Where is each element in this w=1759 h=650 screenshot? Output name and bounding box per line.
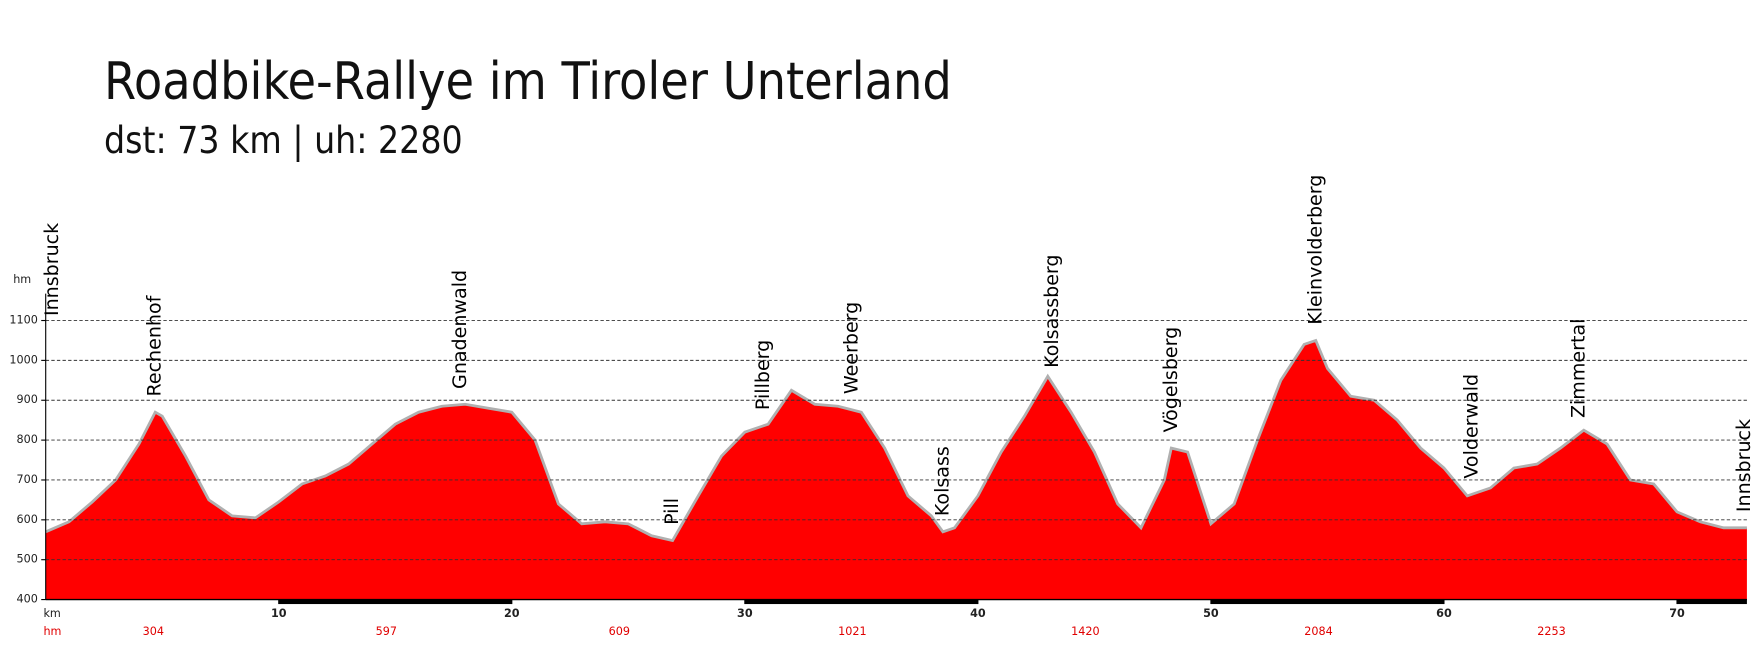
climb-value: 609 [609,625,630,638]
x-tick-label: 60 [1436,607,1452,620]
y-tick-label: 600 [17,513,38,526]
place-group: Vögelsberg [1160,327,1182,433]
y-tick-label: 500 [17,553,38,566]
y-tick-label: 400 [17,593,38,606]
y-axis-label: hm [13,273,31,286]
x-tick-label: 20 [504,607,520,620]
place-group: Volderwald [1460,374,1482,479]
x-tick-label: 30 [737,607,753,620]
place-group: Pillberg [752,340,774,410]
place-label: Zimmertal [1568,319,1590,418]
place-label: Weerberg [841,302,863,394]
x-tick-label: 10 [271,607,287,620]
y-tick-label: 700 [17,473,38,486]
climb-label: hm [43,625,61,638]
x-tick-label: 70 [1669,607,1685,620]
place-label: Innsbruck [1733,419,1755,512]
x-tick-label: 40 [970,607,986,620]
place-label: Kolsass [931,446,953,516]
place-label: Pillberg [752,340,774,410]
place-label: Rechenhof [144,294,166,396]
climb-value: 2084 [1304,625,1332,638]
place-group: Innsbruck [41,223,63,316]
x-axis-label: km [43,607,60,620]
place-label: Innsbruck [41,223,63,316]
elevation-line [45,338,1747,543]
place-group: Gnadenwald [449,270,471,389]
axis-band [278,599,512,605]
place-group: Pill [661,498,683,525]
climb-value: 1420 [1071,625,1099,638]
place-label: Kleinvolderberg [1304,175,1326,325]
climb-value: 597 [376,625,397,638]
climb-value: 1021 [838,625,866,638]
place-group: Kolsass [931,446,953,516]
x-tick-label: 50 [1203,607,1219,620]
y-tick-label: 800 [17,433,38,446]
axis-band [1210,599,1444,605]
place-group: Weerberg [841,302,863,394]
climb-value: 304 [143,625,164,638]
place-group: Innsbruck [1733,419,1755,512]
chart-title: Roadbike-Rallye im Tiroler Unterland [104,52,952,112]
place-group: Rechenhof [144,294,166,396]
place-group: Kleinvolderberg [1304,175,1326,325]
y-tick-label: 900 [17,393,38,406]
elevation-fill [45,340,1747,600]
place-label: Pill [661,498,683,525]
axis-band [744,599,978,605]
y-tick-label: 1000 [9,353,37,366]
place-group: Zimmertal [1568,319,1590,418]
place-group: Kolsassberg [1041,254,1063,367]
place-label: Gnadenwald [449,270,471,389]
place-label: Kolsassberg [1041,254,1063,367]
place-label: Volderwald [1460,374,1482,479]
y-tick-label: 1100 [9,314,37,327]
place-label: Vögelsberg [1160,327,1182,433]
climb-value: 2253 [1537,625,1565,638]
axis-band [1677,599,1747,605]
chart-subtitle: dst: 73 km | uh: 2280 [104,119,463,163]
